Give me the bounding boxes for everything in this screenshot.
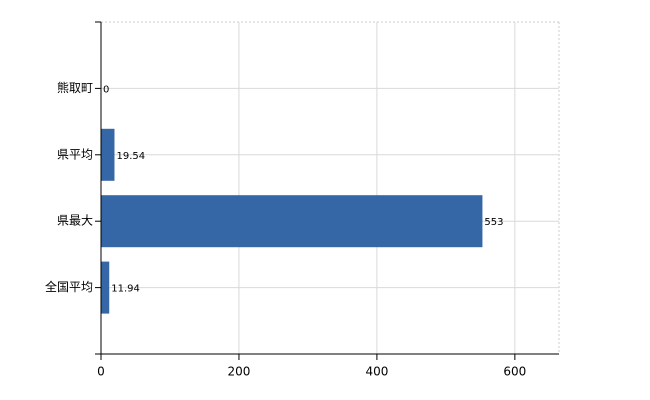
value-label: 19.54 bbox=[116, 151, 145, 162]
value-label: 553 bbox=[484, 217, 503, 228]
x-tick-label: 200 bbox=[227, 365, 250, 379]
y-tick-label: 全国平均 bbox=[45, 279, 93, 294]
bar bbox=[101, 128, 115, 181]
bar bbox=[101, 261, 110, 314]
y-tick-label: 熊取町 bbox=[57, 80, 93, 95]
x-tick-label: 400 bbox=[365, 365, 388, 379]
value-label: 11.94 bbox=[111, 284, 140, 295]
x-tick-label: 600 bbox=[503, 365, 526, 379]
value-label: 0 bbox=[103, 84, 109, 95]
x-tick-label: 0 bbox=[97, 365, 105, 379]
bar bbox=[101, 195, 483, 248]
y-tick-label: 県平均 bbox=[57, 147, 93, 161]
y-tick-label: 県最大 bbox=[57, 214, 93, 228]
